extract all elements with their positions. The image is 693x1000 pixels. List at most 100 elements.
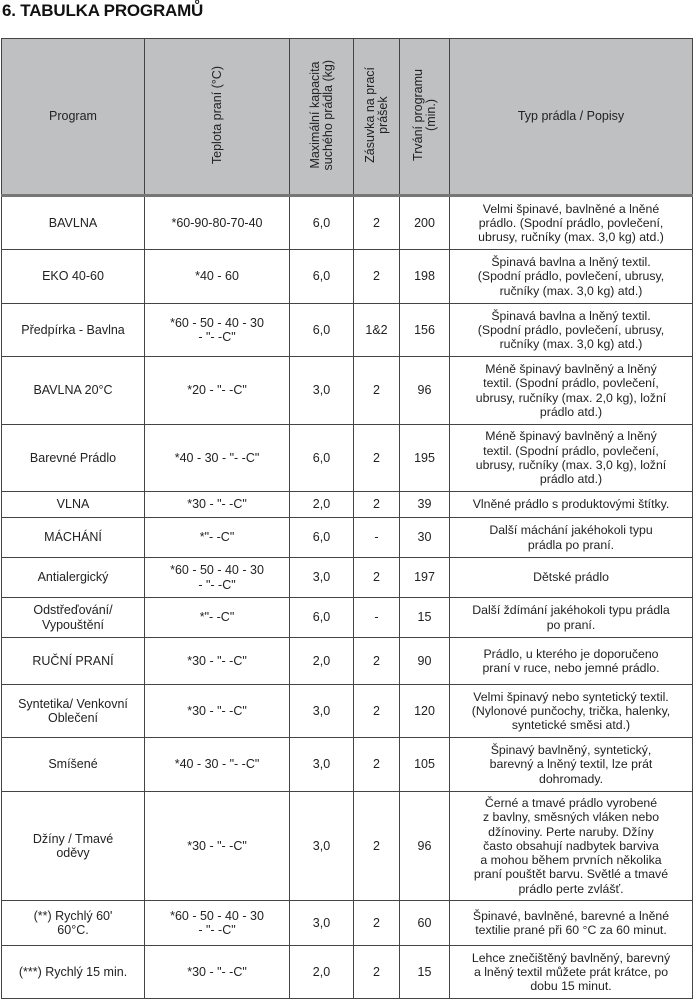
- cell-drawer: -: [353, 597, 400, 638]
- table-row: Antialergický *60 - 50 - 40 - 30 - "- -C"…: [1, 557, 693, 598]
- cell-capacity: 3,0: [289, 900, 354, 946]
- cell-temperature: *60-90-80-70-40: [144, 195, 290, 250]
- program-table: Program Teplota praní (°C) Maximální kap…: [1, 38, 693, 999]
- cell-drawer: 2: [353, 791, 400, 901]
- header-duration: Trvání programu (min.): [399, 38, 450, 196]
- table-row: (***) Rychlý 15 min. *30 - "- -C" 2,0 2 15 Le…: [1, 945, 693, 999]
- header-drawer: Zásuvka na prací prášek: [353, 38, 400, 196]
- cell-drawer: 2: [353, 684, 400, 738]
- cell-description: Prádlo, u kterého je doporučeno praní v …: [449, 637, 693, 685]
- cell-temperature: *40 - 30 - "- -C": [144, 737, 290, 792]
- header-program: Program: [1, 38, 145, 196]
- cell-program: BAVLNA: [1, 195, 145, 250]
- cell-duration: 15: [399, 945, 450, 999]
- cell-duration: 156: [399, 303, 450, 357]
- cell-description: Vlněné prádlo s produktovými štítky.: [449, 491, 693, 518]
- table-row: Syntetika/ Venkovní Oblečení *30 - "- -C"…: [1, 684, 693, 738]
- cell-duration: 39: [399, 491, 450, 518]
- cell-program: EKO 40-60: [1, 249, 145, 304]
- cell-duration: 30: [399, 517, 450, 558]
- cell-description: Špinavá bavlna a lněný textil. (Spodní p…: [449, 249, 693, 304]
- table-row: EKO 40-60 *40 - 60 6,0 2 198 Špinavá bavlna a…: [1, 249, 693, 304]
- cell-description: Další máchání jakéhokoli typu prádla po …: [449, 517, 693, 558]
- cell-capacity: 6,0: [289, 517, 354, 558]
- cell-drawer: 2: [353, 249, 400, 304]
- cell-capacity: 6,0: [289, 424, 354, 492]
- cell-program: VLNA: [1, 491, 145, 518]
- cell-duration: 197: [399, 557, 450, 598]
- table-row: Odstřeďování/ Vypouštění *"- -C" 6,0-15 Dal…: [1, 597, 693, 638]
- cell-capacity: 6,0: [289, 195, 354, 250]
- cell-temperature: *60 - 50 - 40 - 30 - "- -C": [144, 900, 290, 946]
- cell-description: Špinavé, bavlněné, barevné a lněné texti…: [449, 900, 693, 946]
- cell-drawer: 2: [353, 195, 400, 250]
- cell-program: Džíny / Tmavé oděvy: [1, 791, 145, 901]
- cell-description: Dětské prádlo: [449, 557, 693, 598]
- cell-drawer: 2: [353, 557, 400, 598]
- cell-program: Antialergický: [1, 557, 145, 598]
- cell-temperature: *30 - "- -C": [144, 684, 290, 738]
- table-row: (**) Rychlý 60' 60°C. *60 - 50 - 40 - 30 …: [1, 900, 693, 946]
- cell-temperature: *30 - "- -C": [144, 945, 290, 999]
- cell-drawer: 2: [353, 637, 400, 685]
- table-row: Džíny / Tmavé oděvy *30 - "- -C" 3,0 2 96 Čer…: [1, 791, 693, 901]
- cell-temperature: *30 - "- -C": [144, 637, 290, 685]
- cell-capacity: 3,0: [289, 791, 354, 901]
- cell-drawer: 2: [353, 900, 400, 946]
- cell-drawer: 1&2: [353, 303, 400, 357]
- cell-capacity: 3,0: [289, 684, 354, 738]
- cell-duration: 195: [399, 424, 450, 492]
- table-row: MÁCHÁNÍ *"- -C" 6,0-30 Další máchání jakého…: [1, 517, 693, 558]
- cell-program: Barevné Prádlo: [1, 424, 145, 492]
- cell-capacity: 2,0: [289, 637, 354, 685]
- cell-capacity: 2,0: [289, 945, 354, 999]
- cell-capacity: 3,0: [289, 557, 354, 598]
- cell-description: Lehce znečištěný bavlněný, barevný a lně…: [449, 945, 693, 999]
- cell-duration: 120: [399, 684, 450, 738]
- table-row: BAVLNA 20°C *20 - "- -C" 3,0 2 96 Méně špinav…: [1, 356, 693, 425]
- table-row: RUČNÍ PRANÍ *30 - "- -C" 2,0 2 90 Prádlo, u k…: [1, 637, 693, 685]
- cell-duration: 90: [399, 637, 450, 685]
- cell-program: RUČNÍ PRANÍ: [1, 637, 145, 685]
- header-capacity: Maximální kapacita suchého prádla (kg): [289, 38, 354, 196]
- table-row: Smíšené *40 - 30 - "- -C" 3,0 2 105 Špinavý b…: [1, 737, 693, 792]
- table-row: Barevné Prádlo *40 - 30 - "- -C" 6,0 2 195 Mé…: [1, 424, 693, 492]
- cell-program: Syntetika/ Venkovní Oblečení: [1, 684, 145, 738]
- cell-capacity: 2,0: [289, 491, 354, 518]
- cell-description: Špinavá bavlna a lněný textil. (Spodní p…: [449, 303, 693, 357]
- cell-drawer: 2: [353, 356, 400, 425]
- cell-program: BAVLNA 20°C: [1, 356, 145, 425]
- cell-program: Odstřeďování/ Vypouštění: [1, 597, 145, 638]
- cell-description: Černé a tmavé prádlo vyrobené z bavlny, …: [449, 791, 693, 901]
- cell-drawer: 2: [353, 491, 400, 518]
- cell-temperature: *40 - 30 - "- -C": [144, 424, 290, 492]
- cell-duration: 105: [399, 737, 450, 792]
- cell-program: MÁCHÁNÍ: [1, 517, 145, 558]
- cell-capacity: 6,0: [289, 303, 354, 357]
- cell-temperature: *20 - "- -C": [144, 356, 290, 425]
- cell-description: Méně špinavý bavlněný a lněný textil. (S…: [449, 356, 693, 425]
- header-temperature-label: Teplota praní (°C): [209, 65, 224, 164]
- cell-temperature: *"- -C": [144, 517, 290, 558]
- cell-duration: 60: [399, 900, 450, 946]
- cell-program: (***) Rychlý 15 min.: [1, 945, 145, 999]
- table-row: BAVLNA *60-90-80-70-40 6,0 2 200 Velmi špinav…: [1, 195, 693, 250]
- cell-program: Předpírka - Bavlna: [1, 303, 145, 357]
- cell-capacity: 3,0: [289, 737, 354, 792]
- cell-temperature: *30 - "- -C": [144, 491, 290, 518]
- cell-capacity: 6,0: [289, 249, 354, 304]
- cell-description: Velmi špinavé, bavlněné a lněné prádlo. …: [449, 195, 693, 250]
- cell-drawer: -: [353, 517, 400, 558]
- table-header-row: Program Teplota praní (°C) Maximální kap…: [1, 38, 693, 196]
- table-row: Předpírka - Bavlna *60 - 50 - 40 - 30 - "…: [1, 303, 693, 357]
- cell-description: Méně špinavý bavlněný a lněný textil. (S…: [449, 424, 693, 492]
- cell-duration: 96: [399, 356, 450, 425]
- header-temperature: Teplota praní (°C): [144, 38, 290, 196]
- cell-description: Další ždímání jakéhokoli typu prádla po …: [449, 597, 693, 638]
- cell-drawer: 2: [353, 424, 400, 492]
- cell-description: Velmi špinavý nebo syntetický textil. (N…: [449, 684, 693, 738]
- cell-temperature: *40 - 60: [144, 249, 290, 304]
- cell-duration: 198: [399, 249, 450, 304]
- cell-duration: 96: [399, 791, 450, 901]
- cell-temperature: *60 - 50 - 40 - 30 - "- -C": [144, 303, 290, 357]
